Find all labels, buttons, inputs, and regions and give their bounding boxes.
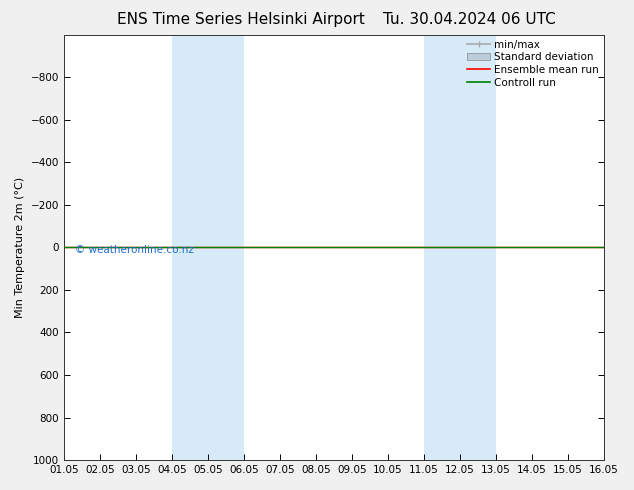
Y-axis label: Min Temperature 2m (°C): Min Temperature 2m (°C): [15, 177, 25, 318]
Bar: [424, 35, 496, 460]
Text: Tu. 30.04.2024 06 UTC: Tu. 30.04.2024 06 UTC: [383, 12, 555, 27]
Legend: min/max, Standard deviation, Ensemble mean run, Controll run: min/max, Standard deviation, Ensemble me…: [465, 38, 601, 90]
Text: ENS Time Series Helsinki Airport: ENS Time Series Helsinki Airport: [117, 12, 365, 27]
Text: © weatheronline.co.nz: © weatheronline.co.nz: [75, 245, 193, 255]
Bar: [172, 35, 244, 460]
